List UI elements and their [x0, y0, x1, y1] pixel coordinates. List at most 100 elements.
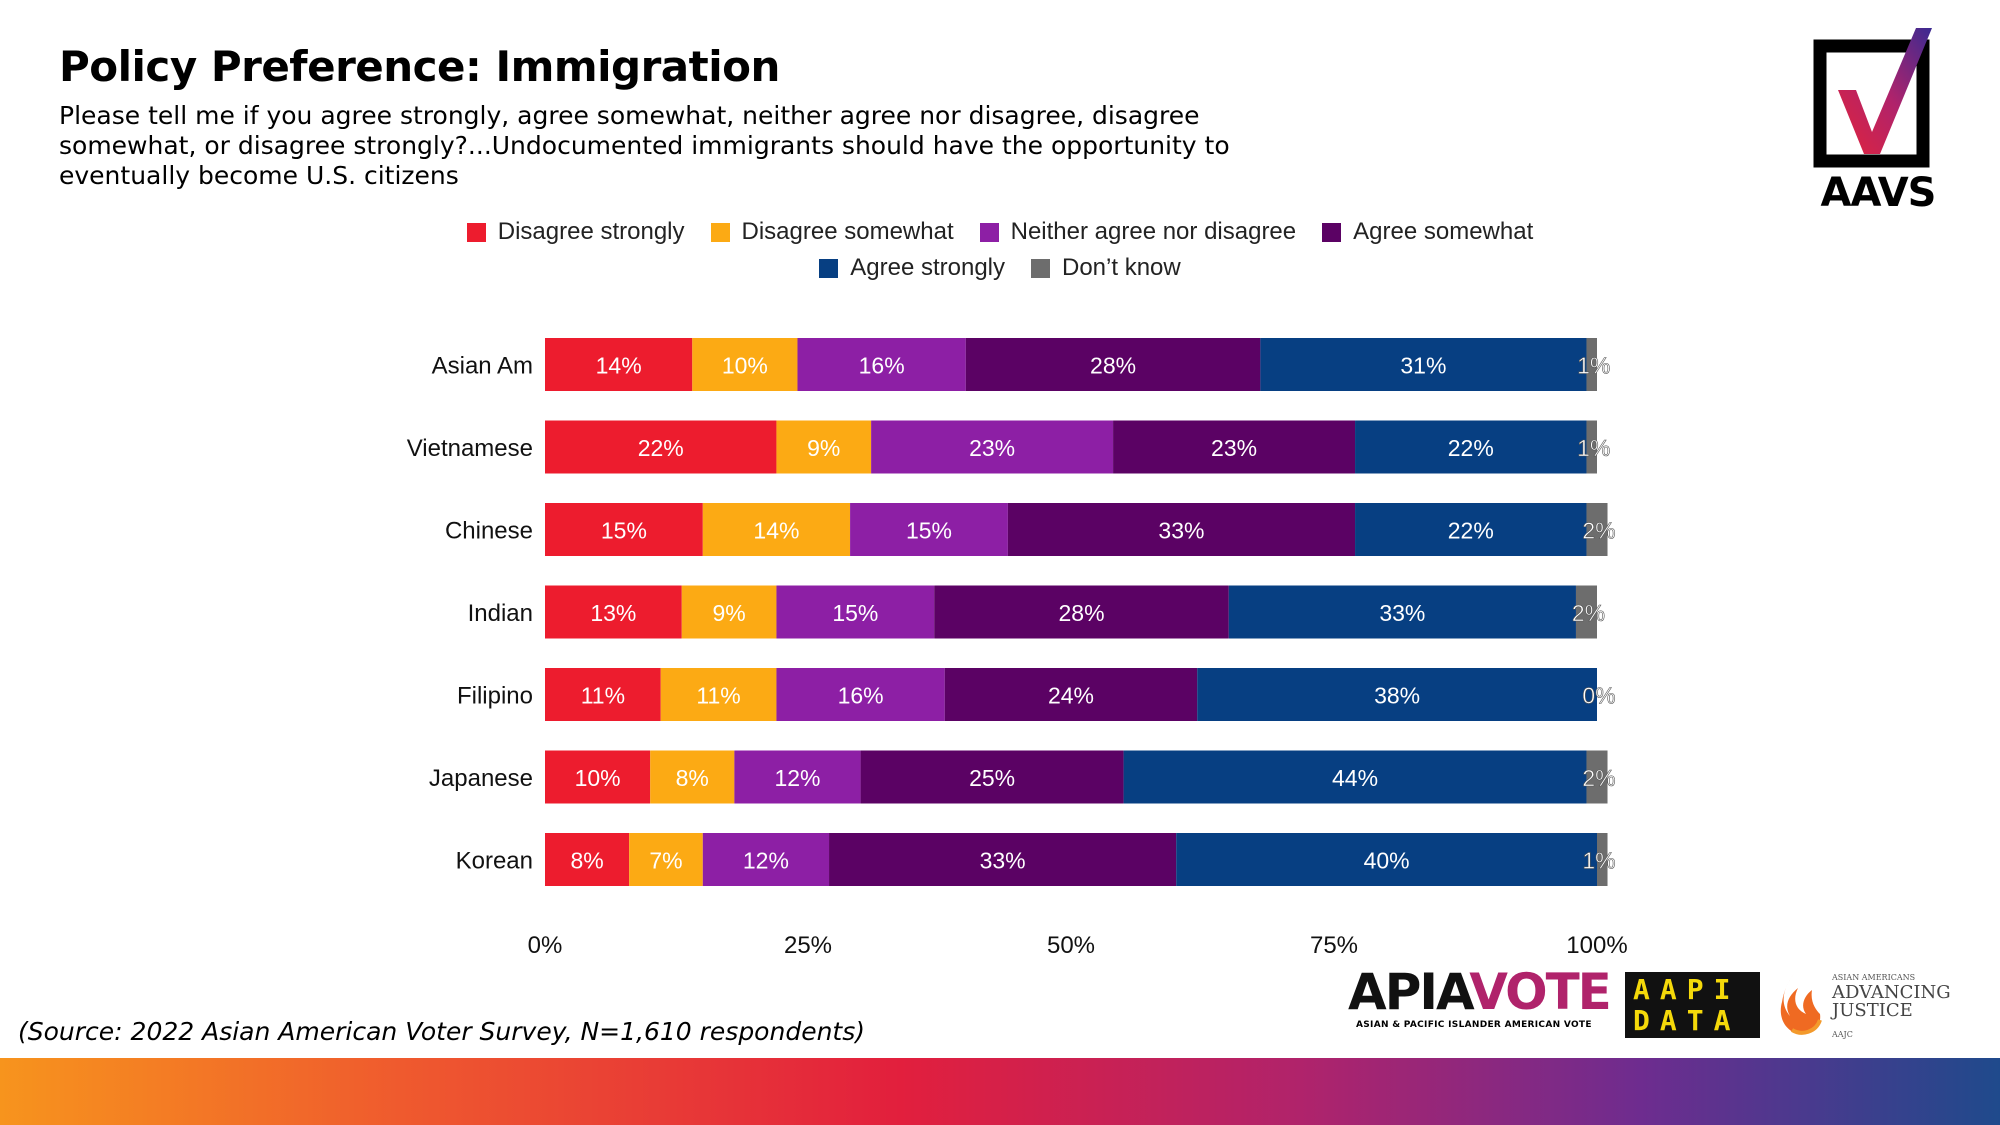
category-label: Vietnamese	[407, 435, 533, 462]
survey-question: Please tell me if you agree strongly, ag…	[59, 101, 1230, 190]
data-label: 0%	[1582, 683, 1615, 709]
bar-segment	[776, 585, 935, 639]
legend-label: Neither agree nor disagree	[1010, 218, 1297, 245]
data-label: 33%	[1158, 518, 1204, 544]
aapi-data-logo-line2: DATA	[1633, 1004, 1741, 1037]
apiavote-logo-text: APIAVOTE	[1348, 963, 1612, 1021]
bar-segment	[545, 750, 651, 804]
data-label: 2%	[1582, 518, 1615, 544]
footer-gradient-bar	[0, 1058, 2000, 1125]
data-label: 11%	[696, 683, 740, 709]
category-label: Indian	[468, 600, 533, 627]
data-label: 2%	[1572, 600, 1605, 626]
data-label: 2%	[1582, 765, 1615, 791]
data-label: 10%	[575, 765, 621, 791]
bar-segment	[1586, 420, 1597, 474]
bar-segment	[545, 668, 661, 721]
bar-segment	[1113, 420, 1356, 474]
bar-segment	[1586, 503, 1608, 556]
chart-legend: Disagree strongly Disagree somewhat Neithe…	[300, 214, 1700, 286]
data-label: 22%	[1448, 435, 1494, 461]
bar-segment	[629, 833, 703, 886]
data-label: 22%	[1448, 518, 1494, 544]
data-label: 15%	[906, 518, 952, 544]
legend-label: Agree somewhat	[1353, 218, 1534, 245]
apiavote-logo: APIAVOTE ASIAN & PACIFIC ISLANDER AMERIC…	[1348, 966, 1618, 1042]
legend-label: Agree strongly	[850, 254, 1005, 281]
aajc-logo-small-text: ASIAN AMERICANS	[1832, 973, 1916, 982]
data-label: 22%	[638, 435, 684, 461]
data-label: 40%	[1364, 848, 1410, 874]
data-label: 25%	[969, 765, 1015, 791]
data-label: 7%	[649, 848, 682, 874]
aapi-data-logo: AAPI DATA	[1625, 972, 1760, 1038]
data-label: 9%	[712, 600, 745, 626]
bar-segment	[1260, 338, 1587, 391]
x-tick-label: 0%	[528, 932, 563, 959]
bar-segment	[860, 750, 1124, 804]
legend-swatch	[710, 222, 730, 242]
data-label: 23%	[1211, 435, 1257, 461]
bar-segment	[702, 503, 851, 556]
bar-segment	[660, 668, 777, 721]
aavs-logo: AAVS	[1808, 26, 1948, 216]
data-label: 16%	[859, 353, 905, 379]
legend-label: Disagree somewhat	[741, 218, 954, 245]
legend-swatch	[1322, 222, 1342, 242]
x-tick-label: 100%	[1566, 932, 1627, 959]
data-label: 8%	[570, 848, 603, 874]
category-label: Asian Am	[432, 353, 533, 380]
legend-label: Don’t know	[1062, 254, 1181, 281]
legend-item: Neither agree nor disagree	[979, 218, 1297, 246]
data-label: 11%	[581, 683, 625, 709]
aavs-logo-text: AAVS	[1820, 170, 1937, 216]
category-label: Chinese	[445, 518, 533, 545]
bar-segment	[650, 750, 735, 804]
bar-segment	[1355, 503, 1587, 556]
legend-item: Disagree strongly	[466, 218, 685, 246]
bar-segment	[1586, 338, 1597, 391]
aajc-flame-icon	[1780, 974, 1822, 1035]
data-label: 10%	[722, 353, 768, 379]
bar-segment	[871, 420, 1114, 474]
bar-segment	[1007, 503, 1356, 556]
legend-row: Agree strongly Don’t know	[300, 250, 1700, 286]
data-label: 33%	[1379, 600, 1425, 626]
bar-segment	[829, 833, 1177, 886]
bar-segment	[734, 750, 861, 804]
bar-segment	[1176, 833, 1597, 886]
aajc-logo-line1: ADVANCING	[1832, 982, 1951, 1003]
data-label: 14%	[596, 353, 642, 379]
bar-segment	[797, 338, 966, 391]
data-label: 16%	[838, 683, 884, 709]
data-label: 12%	[774, 765, 820, 791]
data-label: 28%	[1090, 353, 1136, 379]
bar-segment	[850, 503, 1008, 556]
data-label: 31%	[1400, 353, 1446, 379]
data-label: 1%	[1577, 353, 1610, 379]
bar-segment	[545, 338, 693, 391]
bar-segment	[692, 338, 798, 391]
data-label: 9%	[807, 435, 840, 461]
legend-item: Agree somewhat	[1322, 218, 1533, 246]
legend-swatch	[979, 222, 999, 242]
data-label: 28%	[1058, 600, 1104, 626]
data-label: 38%	[1374, 683, 1420, 709]
x-tick-label: 25%	[784, 932, 832, 959]
apiavote-logo-subtitle: ASIAN & PACIFIC ISLANDER AMERICAN VOTE	[1356, 1020, 1592, 1030]
data-label: 1%	[1582, 848, 1615, 874]
data-label: 13%	[590, 600, 636, 626]
aavs-checkmark-icon	[1813, 28, 1932, 168]
legend-swatch	[819, 258, 839, 278]
stacked-bar-chart: Asian Am 14% 10% 16% 28% 31% 1% Vietnamese 22% 9%…	[407, 338, 1628, 959]
source-note: (Source: 2022 Asian American Voter Surve…	[18, 1017, 865, 1046]
data-label: 15%	[601, 518, 647, 544]
legend-item: Disagree somewhat	[710, 218, 954, 246]
data-label: 24%	[1048, 683, 1094, 709]
bar-segment	[776, 668, 945, 721]
legend-swatch	[466, 222, 486, 242]
data-label: 23%	[969, 435, 1015, 461]
category-label: Korean	[456, 848, 533, 875]
legend-row: Disagree strongly Disagree somewhat Neithe…	[300, 214, 1700, 250]
category-label: Filipino	[457, 683, 533, 710]
